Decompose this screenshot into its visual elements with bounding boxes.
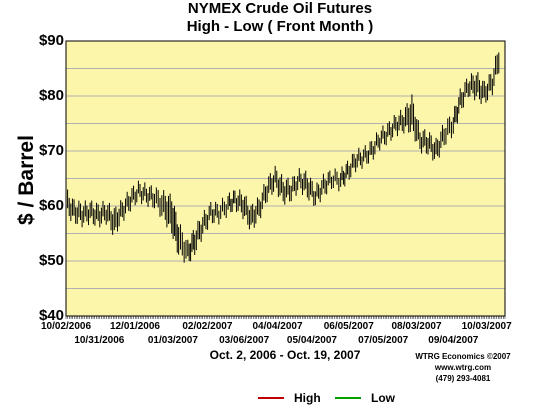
legend-label-high: High (294, 391, 321, 405)
x-tick-label: 07/05/2007 (358, 335, 409, 346)
y-tick-label: $80 (38, 87, 64, 104)
x-tick-label: 10/31/2006 (74, 335, 125, 346)
y-tick-label: $50 (38, 252, 64, 269)
credit-phone: (479) 293-4081 (435, 374, 491, 383)
y-tick-label: $70 (38, 142, 64, 159)
plot-border (65, 40, 506, 317)
credit-line: WTRG Economics ©2007 (415, 352, 511, 361)
chart-subtitle: High - Low ( Front Month ) (186, 18, 374, 35)
x-tick-label: 10/02/2006 (41, 321, 92, 332)
credit-url: www.wtrg.com (434, 363, 492, 372)
source-credit: WTRG Economics ©2007 www.wtrg.com (479) … (398, 351, 528, 384)
x-tick-label: 05/04/2007 (286, 335, 337, 346)
y-tick-label: $90 (38, 32, 64, 49)
x-tick-label: 09/04/2007 (428, 335, 479, 346)
x-tick-label: 02/02/2007 (182, 321, 233, 332)
x-tick-label: 10/03/2007 (461, 321, 512, 332)
x-tick-label: 04/04/2007 (252, 321, 303, 332)
x-tick-label: 03/06/2007 (219, 335, 270, 346)
y-tick-label: $40 (38, 307, 64, 324)
y-tick-label: $60 (38, 197, 64, 214)
legend-item-high: High (258, 391, 321, 405)
x-axis-date-range: Oct. 2, 2006 - Oct. 19, 2007 (209, 348, 361, 362)
legend-swatch-high (258, 397, 284, 399)
legend-swatch-low (335, 397, 361, 399)
chart-title: NYMEX Crude Oil Futures (187, 0, 373, 17)
x-tick-label: 08/03/2007 (391, 321, 442, 332)
legend-item-low: Low (335, 391, 395, 405)
x-tick-label: 01/03/2007 (147, 335, 198, 346)
legend-label-low: Low (371, 391, 395, 405)
x-tick-label: 12/01/2006 (109, 321, 160, 332)
x-tick-label: 06/05/2007 (323, 321, 374, 332)
